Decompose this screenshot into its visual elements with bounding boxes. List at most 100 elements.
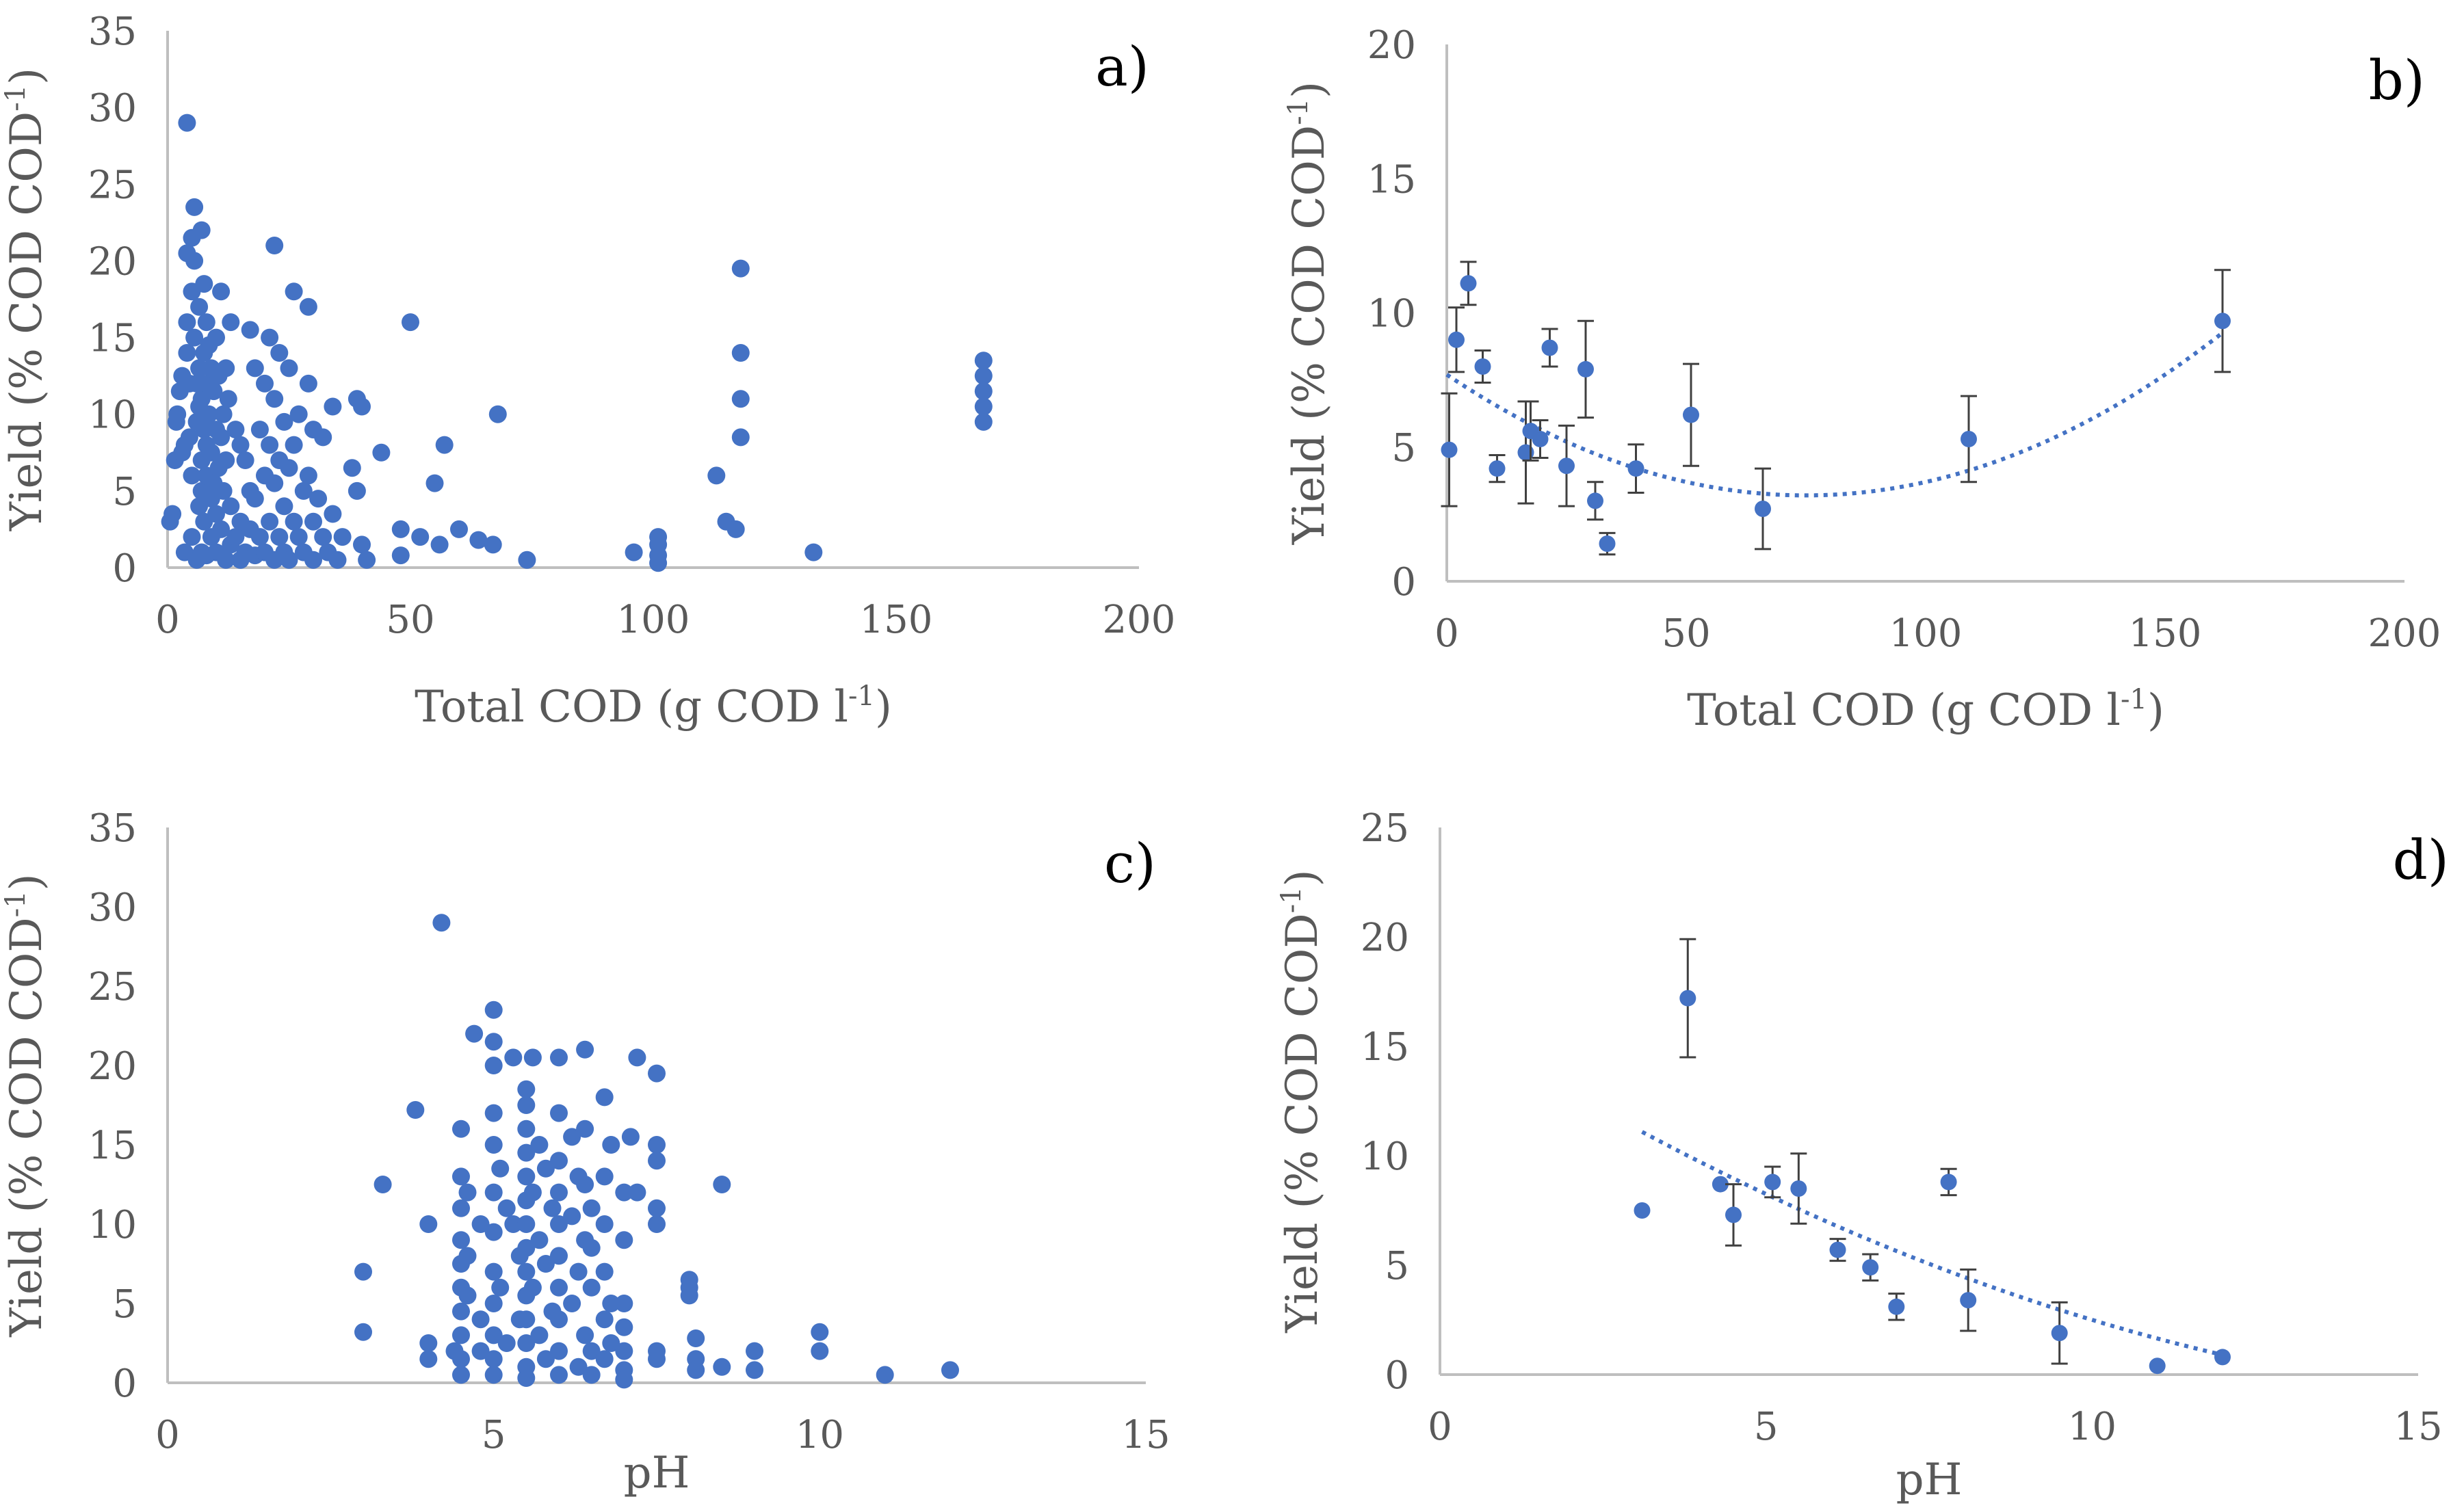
- data-point: [419, 1215, 438, 1233]
- data-point: [484, 1223, 503, 1241]
- data-point: [265, 237, 284, 254]
- data-point: [212, 282, 231, 301]
- data-point: [484, 1366, 503, 1384]
- data-point: [2149, 1357, 2166, 1375]
- data-point: [452, 1350, 470, 1368]
- data-point: [621, 1128, 640, 1146]
- data-point: [536, 1350, 555, 1368]
- y-tick-label: 0: [112, 546, 137, 591]
- y-axis-label-end: ): [1, 873, 52, 890]
- data-point: [746, 1361, 763, 1379]
- data-point: [1725, 1206, 1742, 1223]
- data-point: [246, 359, 264, 378]
- data-point: [190, 359, 209, 378]
- x-tick-label: 10: [2068, 1405, 2116, 1449]
- y-tick-label: 20: [1361, 916, 1409, 960]
- data-point: [178, 344, 196, 362]
- data-point: [207, 328, 225, 347]
- data-point: [687, 1329, 705, 1347]
- data-point: [452, 1167, 470, 1186]
- data-point: [713, 1357, 731, 1376]
- data-point: [419, 1350, 438, 1368]
- x-tick-label: 150: [860, 598, 933, 642]
- data-point: [372, 443, 391, 462]
- trendline: [1641, 1130, 2223, 1357]
- data-point: [602, 1295, 620, 1312]
- y-axis-label-end: ): [1, 68, 52, 85]
- data-point: [1764, 1174, 1781, 1191]
- data-point: [1862, 1259, 1879, 1276]
- data-point: [615, 1231, 633, 1249]
- data-point: [731, 259, 750, 278]
- data-point: [261, 436, 279, 454]
- data-point: [602, 1136, 620, 1154]
- data-point: [530, 1326, 549, 1345]
- x-axis-label-main: Total COD (g COD l: [1687, 685, 2121, 736]
- data-point: [324, 397, 342, 416]
- y-tick-label: 10: [1367, 292, 1416, 336]
- data-point: [185, 198, 204, 216]
- data-point: [299, 466, 317, 485]
- data-point: [2214, 313, 2231, 330]
- data-point: [563, 1128, 581, 1146]
- x-tick-label: 0: [155, 1413, 180, 1457]
- data-point: [261, 512, 279, 531]
- data-point: [265, 390, 284, 408]
- data-point: [550, 1278, 568, 1297]
- data-point: [353, 397, 371, 416]
- data-point: [504, 1215, 523, 1233]
- data-point: [168, 405, 187, 423]
- data-point: [595, 1215, 614, 1233]
- data-point: [484, 1001, 503, 1019]
- data-point: [517, 1120, 536, 1138]
- data-point: [1712, 1176, 1729, 1193]
- y-tick-label: 20: [1367, 23, 1416, 68]
- y-tick-label: 10: [88, 393, 137, 438]
- data-point: [602, 1334, 620, 1352]
- data-point: [1679, 990, 1696, 1007]
- data-point: [517, 1369, 536, 1387]
- data-point: [285, 282, 303, 301]
- data-point: [450, 520, 468, 538]
- data-point: [309, 490, 328, 508]
- data-point: [726, 520, 745, 538]
- data-point: [183, 528, 201, 546]
- data-point: [517, 1215, 536, 1233]
- y-tick-label: 15: [1367, 157, 1416, 202]
- panel-label: b): [2369, 49, 2425, 112]
- y-axis-label-main: Yield (% COD COD: [1, 111, 52, 531]
- data-point: [582, 1342, 601, 1360]
- data-point: [517, 1167, 536, 1186]
- data-point: [425, 474, 444, 492]
- data-point: [452, 1326, 470, 1345]
- data-point: [214, 481, 233, 500]
- data-point: [484, 1262, 503, 1281]
- x-tick-label: 200: [2368, 611, 2441, 656]
- data-point: [192, 221, 211, 239]
- data-point: [648, 1064, 666, 1083]
- data-point: [517, 1080, 536, 1098]
- panel-label: c): [1104, 832, 1156, 895]
- x-tick-label: 100: [1889, 611, 1963, 656]
- data-point: [207, 505, 225, 523]
- data-point: [517, 1334, 536, 1352]
- y-tick-label: 5: [1391, 426, 1416, 471]
- data-point: [391, 546, 410, 565]
- data-point: [550, 1183, 568, 1202]
- data-point: [713, 1176, 731, 1193]
- data-point: [275, 497, 293, 516]
- data-point: [1599, 535, 1616, 552]
- data-point: [615, 1295, 633, 1312]
- y-axis-label: Yield (% COD COD-1): [1283, 81, 1335, 545]
- x-axis-label-end: ): [2147, 685, 2164, 736]
- data-point: [1961, 431, 1977, 447]
- data-point: [746, 1342, 763, 1360]
- data-point: [517, 1310, 536, 1329]
- data-point: [1790, 1180, 1807, 1197]
- data-point: [236, 451, 254, 469]
- data-point: [804, 543, 823, 561]
- x-tick-label: 5: [482, 1413, 506, 1457]
- data-point: [1532, 431, 1549, 447]
- data-point: [197, 313, 215, 332]
- data-point: [1960, 1292, 1977, 1309]
